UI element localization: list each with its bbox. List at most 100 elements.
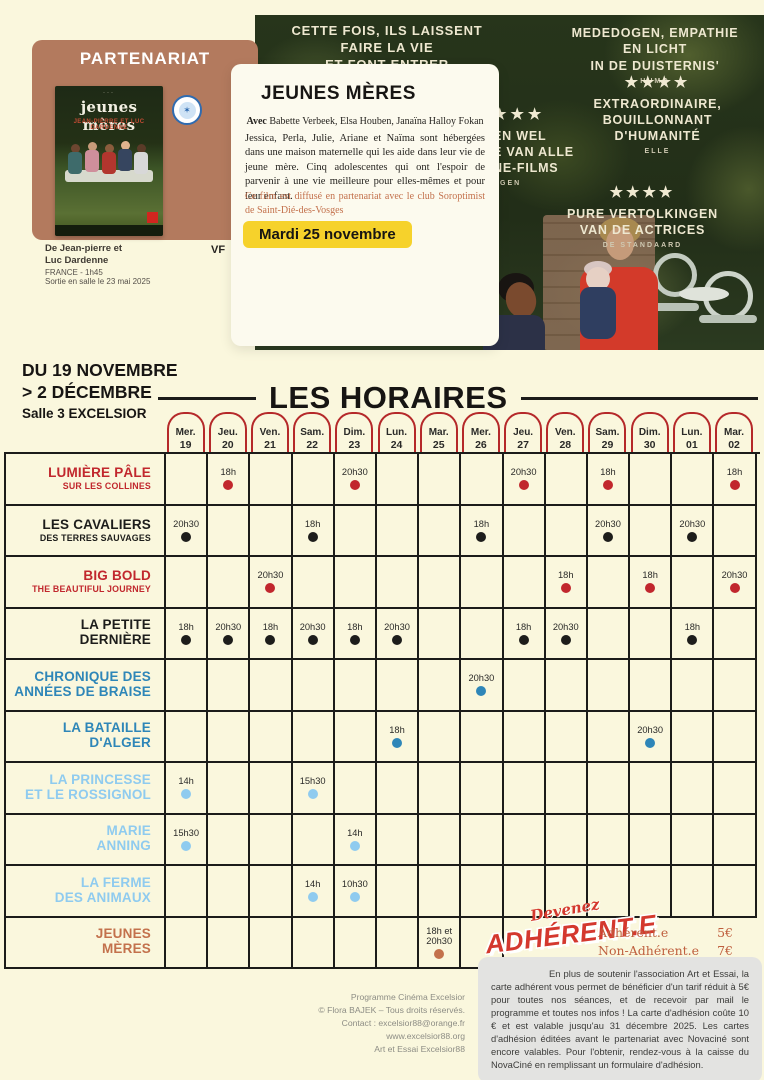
film-row-label: MARIE ANNING <box>6 815 164 865</box>
schedule-cell <box>543 660 586 710</box>
film-title: LA PRINCESSE <box>49 771 151 787</box>
schedule-cell <box>670 557 712 607</box>
film-subtitle: ANNING <box>96 838 151 854</box>
schedule-cell <box>628 505 670 555</box>
day-number: 21 <box>264 438 276 451</box>
schedule-cell <box>501 763 544 813</box>
film-row-label: BIG BOLD THE BEAUTIFUL JOURNEY <box>6 557 164 607</box>
schedule-cell <box>501 866 544 916</box>
bench <box>65 170 153 182</box>
showtime-dot <box>687 634 698 645</box>
schedule-row: LUMIÈRE PÂLE SUR LES COLLINES 18h 20h30 20h3… <box>4 454 757 506</box>
schedule-cell <box>543 711 586 761</box>
schedule-cell: 14h <box>290 866 333 916</box>
schedule-cell <box>374 454 417 504</box>
day-header-cell: Lun. 24 <box>375 412 417 452</box>
press-quote-standaard: ★★★★ PURE VERTOLKINGEN VAN DE ACTRICES D… <box>550 183 735 250</box>
figure-body <box>68 152 82 174</box>
day-number: 01 <box>686 438 698 451</box>
showtime: 18h <box>600 467 616 478</box>
day-name: Sam. <box>300 427 325 439</box>
day-header: Jeu. 27 <box>504 412 543 452</box>
day-number: 30 <box>643 438 656 451</box>
showtime-dot <box>434 948 445 959</box>
day-header: Jeu. 20 <box>208 412 247 452</box>
figure-head <box>105 144 114 153</box>
day-header-cell: Mer. 19 <box>165 412 207 452</box>
schedule-header-row: Mer. 19 Jeu. 20 Ven. 21 Sam. 22 Dim. 23 Lun. 24 Mar.… <box>4 412 760 452</box>
quote-line: EXTRAORDINAIRE, <box>593 96 722 111</box>
schedule-cell: 18h <box>459 505 501 555</box>
price-list: Adhérent.e 5€ Non-Adhérent.e 7€ <box>598 924 733 959</box>
showtime-dot <box>223 480 234 491</box>
showtime: 10h30 <box>341 879 368 890</box>
quote-line: CETTE FOIS, ILS LAISSENT <box>291 23 483 38</box>
showtime-dot <box>349 634 360 645</box>
schedule-row: LA BATAILLE D'ALGER 18h 20h30 <box>4 711 757 763</box>
schedule-cell <box>670 763 712 813</box>
schedule-cell <box>585 711 628 761</box>
press-quote-partial: ★★★ EN WEL E VAN ALLE NE-FILMS RGEN <box>493 105 603 188</box>
showtime-dot <box>687 531 698 542</box>
film-subtitle: ANNÉES DE BRAISE <box>14 683 151 699</box>
schedule-cell <box>417 608 459 658</box>
showtime-dot <box>560 583 571 594</box>
quote-source: DE STANDAARD <box>602 242 683 249</box>
showtime-dot <box>645 737 656 748</box>
day-header-cell: Jeu. 27 <box>502 412 544 452</box>
schedule-cell <box>459 557 501 607</box>
schedule-cell <box>290 454 333 504</box>
schedule-cell: 14h <box>164 763 206 813</box>
schedule-cell <box>417 711 459 761</box>
showtime-dot <box>729 583 740 594</box>
schedule-cell: 18h <box>248 608 290 658</box>
date-range-line: DU 19 NOVEMBRE <box>22 360 178 380</box>
showtime: 18h <box>558 570 574 581</box>
director-line: De Jean-pierre et <box>45 243 123 254</box>
schedule-cell <box>543 814 586 864</box>
showtime: 18h <box>220 467 237 478</box>
film-title: JEUNES MÈRES <box>261 83 416 104</box>
showtime: 18h et 20h30 <box>426 925 453 947</box>
schedule-table: Mer. 19 Jeu. 20 Ven. 21 Sam. 22 Dim. 23 Lun. 24 Mar.… <box>4 412 760 969</box>
quote-line: NE-FILMS <box>493 161 559 175</box>
schedule-cell <box>248 763 290 813</box>
quote-source: RGEN <box>493 180 522 188</box>
day-header: Lun. 24 <box>377 412 416 452</box>
stars-icon: ★★★★ <box>609 184 676 201</box>
soroptimist-emblem: ✶ <box>178 101 196 119</box>
showtime-dot <box>602 480 613 491</box>
schedule-cell <box>374 814 417 864</box>
film-row-label: JEUNES MÈRES <box>6 918 164 968</box>
horaires-band: LES HORAIRES <box>158 380 758 416</box>
film-row-label: LA PRINCESSE ET LE ROSSIGNOL <box>6 763 164 813</box>
date-range-line: > 2 DÉCEMBRE <box>22 381 152 402</box>
showtime-dot <box>392 737 403 748</box>
figure-head <box>121 141 130 150</box>
day-name: Mar. <box>428 427 449 439</box>
schedule-cell <box>290 660 333 710</box>
schedule-cell: 14h <box>332 814 375 864</box>
schedule-body: LUMIÈRE PÂLE SUR LES COLLINES 18h 20h30 20h3… <box>4 452 760 969</box>
schedule-cell <box>290 557 333 607</box>
day-header-cell: Mer. 26 <box>460 412 502 452</box>
film-title: LES CAVALIERS <box>42 516 151 532</box>
footer-line: Programme Cinéma Excelsior <box>350 992 465 1002</box>
version-label: VF <box>211 244 226 256</box>
showtime: 20h30 <box>215 621 242 632</box>
schedule-cell <box>501 814 544 864</box>
day-name: Mar. <box>724 427 745 439</box>
film-poster: ··· jeunes mères JEAN-PIERRE ET LUC DARD… <box>55 86 163 236</box>
day-number: 22 <box>306 438 318 451</box>
film-subtitle: MÈRES <box>101 941 151 957</box>
schedule-cell <box>332 505 375 555</box>
schedule-cell <box>374 660 417 710</box>
schedule-cell <box>164 454 206 504</box>
baby-figure <box>580 287 616 339</box>
schedule-cell <box>459 454 501 504</box>
day-header-cell: Jeu. 20 <box>207 412 249 452</box>
schedule-cell <box>459 763 501 813</box>
schedule-cell <box>248 866 290 916</box>
schedule-cell <box>585 608 628 658</box>
day-name: Jeu. <box>217 427 238 439</box>
